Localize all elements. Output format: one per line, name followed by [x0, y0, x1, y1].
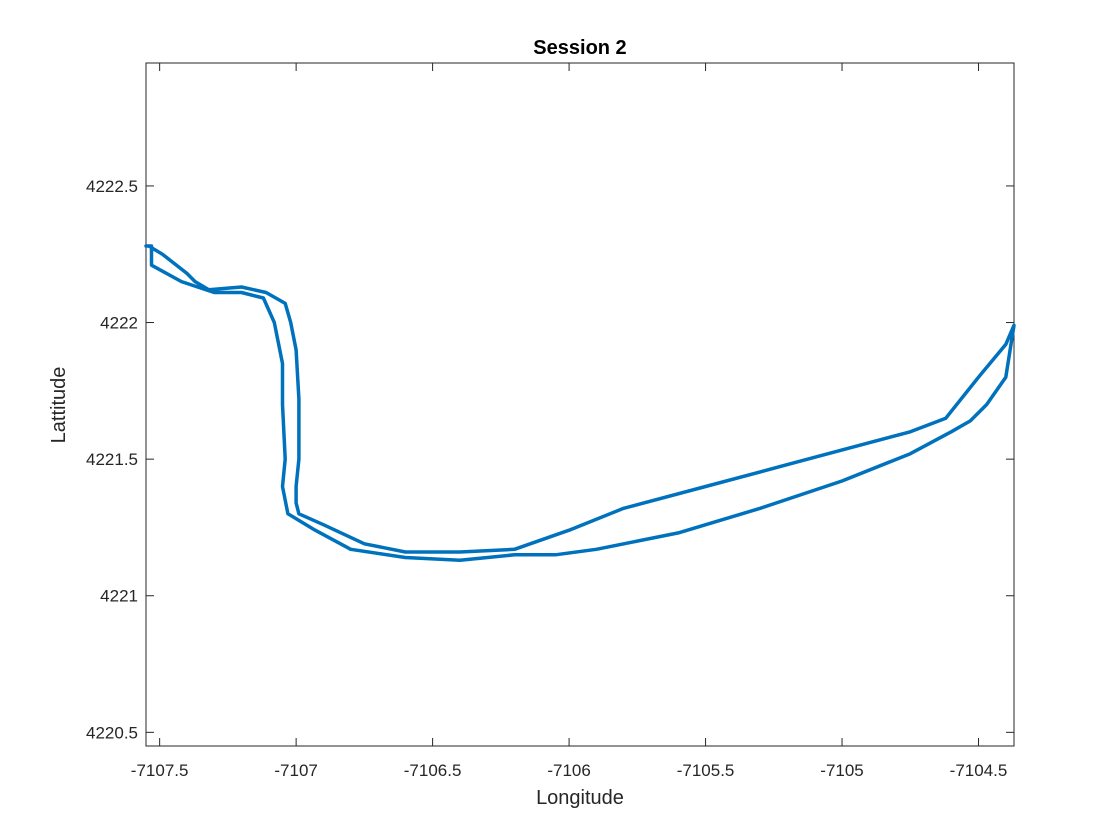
data-layer [144, 244, 1016, 562]
x-tick-label: -7105.5 [677, 761, 735, 780]
x-tick-label: -7104.5 [950, 761, 1008, 780]
y-tick-label: 4221.5 [86, 450, 138, 469]
x-tick-label: -7106.5 [404, 761, 462, 780]
series-line [144, 244, 1016, 562]
y-axis-ticks: 4220.5 4221 4221.5 4222 4222.5 [86, 177, 1014, 742]
x-tick-label: -7107.5 [131, 761, 189, 780]
x-axis-label: Longitude [536, 787, 624, 809]
chart-title: Session 2 [533, 37, 626, 59]
y-axis-label: Lattitude [48, 367, 70, 444]
y-tick-label: 4222 [100, 314, 138, 333]
x-tick-label: -7106 [547, 761, 590, 780]
y-tick-label: 4220.5 [86, 723, 138, 742]
x-tick-label: -7107 [274, 761, 317, 780]
x-axis-ticks: -7107.5 -7107 -7106.5 -7106 -7105.5 -7105 -710… [131, 63, 1008, 780]
plot-area [145, 62, 1015, 747]
y-tick-label: 4222.5 [86, 177, 138, 196]
y-tick-label: 4221 [100, 587, 138, 606]
x-tick-label: -7105 [820, 761, 863, 780]
